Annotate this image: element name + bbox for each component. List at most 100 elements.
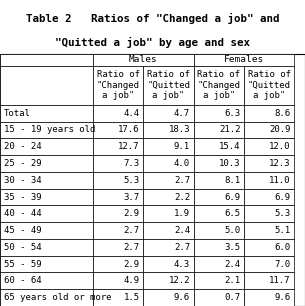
Bar	[93, 105, 143, 121]
Text: 2.2: 2.2	[174, 192, 190, 202]
Text: Ratio of
"Quitted
a job": Ratio of "Quitted a job"	[147, 70, 190, 100]
Bar	[244, 155, 294, 172]
Bar	[194, 239, 244, 256]
Bar	[194, 66, 244, 105]
Text: 18.3: 18.3	[169, 125, 190, 134]
Text: Table 2   Ratios of "Changed a job" and: Table 2 Ratios of "Changed a job" and	[26, 13, 279, 24]
Text: 9.1: 9.1	[174, 142, 190, 151]
Bar	[143, 188, 194, 205]
Bar	[244, 105, 294, 121]
Bar	[143, 121, 194, 138]
Text: "Quitted a job" by age and sex: "Quitted a job" by age and sex	[55, 37, 250, 48]
Text: 21.2: 21.2	[219, 125, 240, 134]
Text: 15.4: 15.4	[219, 142, 240, 151]
Bar	[0, 172, 93, 188]
Bar	[93, 222, 143, 239]
Text: 35 - 39: 35 - 39	[4, 192, 41, 202]
Bar	[93, 138, 143, 155]
Text: 7.0: 7.0	[274, 259, 291, 269]
Text: 2.1: 2.1	[224, 276, 240, 285]
Bar	[93, 256, 143, 272]
Text: 2.4: 2.4	[224, 259, 240, 269]
Bar	[0, 138, 93, 155]
Text: 12.3: 12.3	[269, 159, 291, 168]
Text: 6.5: 6.5	[224, 209, 240, 218]
Text: 15 - 19 years old: 15 - 19 years old	[4, 125, 95, 134]
Text: Females: Females	[224, 55, 264, 64]
Bar	[0, 121, 93, 138]
Text: 6.9: 6.9	[224, 192, 240, 202]
Text: 10.3: 10.3	[219, 159, 240, 168]
Bar	[244, 222, 294, 239]
Bar	[0, 66, 93, 105]
Bar	[194, 289, 244, 306]
Text: Males: Males	[129, 55, 158, 64]
Bar	[143, 256, 194, 272]
Bar	[0, 256, 93, 272]
Text: 6.0: 6.0	[274, 243, 291, 252]
Text: 3.7: 3.7	[124, 192, 140, 202]
Bar	[194, 222, 244, 239]
Bar	[93, 155, 143, 172]
Text: 4.7: 4.7	[174, 109, 190, 118]
Text: 5.3: 5.3	[274, 209, 291, 218]
Text: Ratio of
"Changed
a job": Ratio of "Changed a job"	[97, 70, 140, 100]
Bar	[143, 205, 194, 222]
Bar	[244, 172, 294, 188]
Text: 12.0: 12.0	[269, 142, 291, 151]
Bar	[244, 256, 294, 272]
Text: 3.5: 3.5	[224, 243, 240, 252]
Bar	[244, 289, 294, 306]
Bar	[93, 188, 143, 205]
Bar	[194, 272, 244, 289]
Text: 55 - 59: 55 - 59	[4, 259, 41, 269]
Text: 7.3: 7.3	[124, 159, 140, 168]
Bar	[244, 239, 294, 256]
Text: 5.1: 5.1	[274, 226, 291, 235]
Text: 11.7: 11.7	[269, 276, 291, 285]
Text: 17.6: 17.6	[118, 125, 140, 134]
Bar	[194, 205, 244, 222]
Text: 2.7: 2.7	[124, 226, 140, 235]
Text: 25 - 29: 25 - 29	[4, 159, 41, 168]
Text: Ratio of
"Quitted
a job": Ratio of "Quitted a job"	[248, 70, 291, 100]
Text: 11.0: 11.0	[269, 176, 291, 185]
Bar	[143, 172, 194, 188]
Bar	[194, 121, 244, 138]
Text: 9.6: 9.6	[274, 293, 291, 302]
Text: 6.3: 6.3	[224, 109, 240, 118]
Bar	[244, 188, 294, 205]
Bar	[143, 272, 194, 289]
Text: 45 - 49: 45 - 49	[4, 226, 41, 235]
Text: 2.7: 2.7	[124, 243, 140, 252]
Bar	[0, 105, 93, 121]
Bar	[93, 289, 143, 306]
Text: 9.6: 9.6	[174, 293, 190, 302]
Bar	[143, 155, 194, 172]
Bar	[244, 138, 294, 155]
Text: 12.7: 12.7	[118, 142, 140, 151]
Bar	[244, 66, 294, 105]
Bar	[93, 205, 143, 222]
Bar	[143, 239, 194, 256]
Bar	[194, 256, 244, 272]
Bar	[0, 289, 93, 306]
Text: 6.9: 6.9	[274, 192, 291, 202]
Text: 4.0: 4.0	[174, 159, 190, 168]
Bar	[143, 66, 194, 105]
Text: 2.9: 2.9	[124, 259, 140, 269]
Bar	[143, 138, 194, 155]
Bar	[93, 172, 143, 188]
Text: 60 - 64: 60 - 64	[4, 276, 41, 285]
Bar	[143, 222, 194, 239]
Text: 1.9: 1.9	[174, 209, 190, 218]
Bar	[0, 239, 93, 256]
Bar	[0, 205, 93, 222]
Bar	[244, 272, 294, 289]
Bar	[194, 155, 244, 172]
Bar	[0, 272, 93, 289]
Bar	[194, 138, 244, 155]
Bar	[93, 272, 143, 289]
Text: 12.2: 12.2	[169, 276, 190, 285]
Bar	[244, 205, 294, 222]
